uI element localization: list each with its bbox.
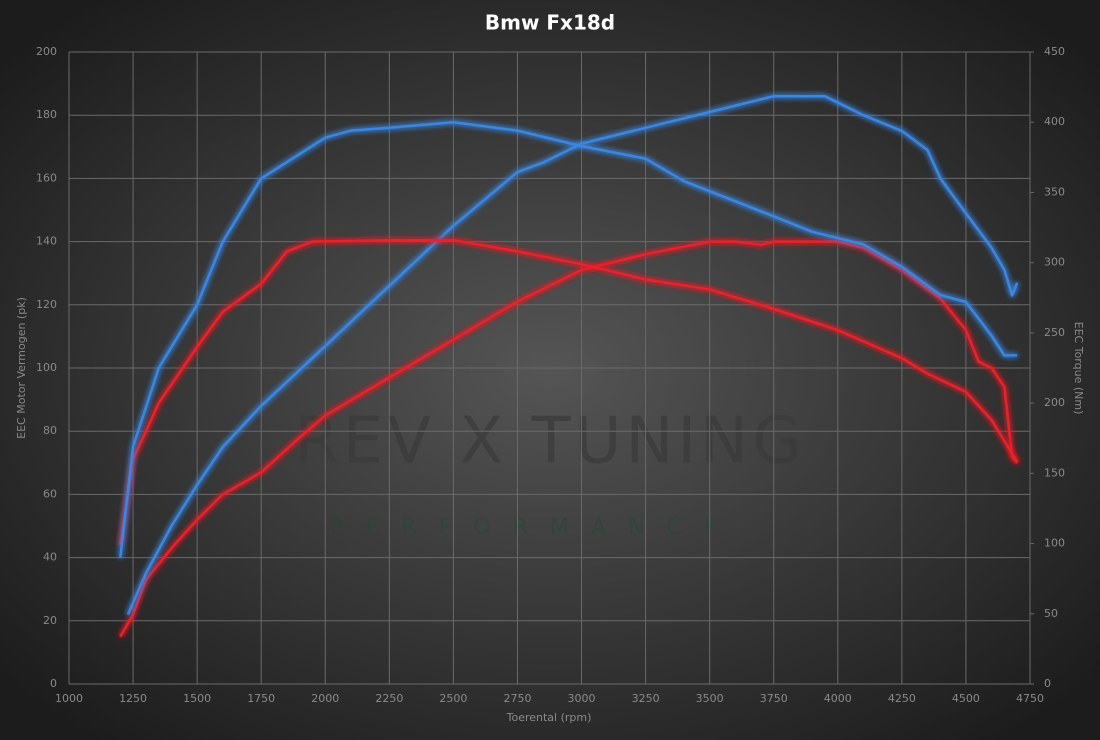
x-tick-label: 1250 <box>119 692 147 705</box>
series-line <box>119 240 1019 638</box>
y2-tick-label: 200 <box>1044 396 1065 409</box>
x-tick-label: 2750 <box>503 692 531 705</box>
x-tick-label: 3750 <box>760 692 788 705</box>
watermark-sub: PERFORMANCE <box>330 515 739 540</box>
x-tick-label: 4750 <box>1016 692 1044 705</box>
x-tick-label: 2500 <box>439 692 467 705</box>
x-tick-label: 1750 <box>247 692 275 705</box>
x-tick-label: 3000 <box>568 692 596 705</box>
y-tick-label: 80 <box>43 424 57 437</box>
y2-tick-label: 300 <box>1044 256 1065 269</box>
watermark: REV X TUNING <box>294 405 805 479</box>
y-tick-label: 120 <box>36 298 57 311</box>
y2-tick-label: 250 <box>1044 326 1065 339</box>
x-tick-label: 4000 <box>824 692 852 705</box>
series-line <box>126 94 1019 616</box>
x-tick-label: 2000 <box>311 692 339 705</box>
y-tick-label: 0 <box>50 677 57 690</box>
x-tick-label: 1000 <box>55 692 83 705</box>
x-tick-label: 4250 <box>888 692 916 705</box>
y-tick-label: 140 <box>36 235 57 248</box>
y-tick-label: 180 <box>36 108 57 121</box>
y2-tick-label: 400 <box>1044 115 1065 128</box>
y2-tick-label: 350 <box>1044 185 1065 198</box>
x-tick-label: 3250 <box>632 692 660 705</box>
y-tick-label: 60 <box>43 487 57 500</box>
chart-title: Bmw Fx18d <box>485 11 615 35</box>
series-line <box>119 238 1019 546</box>
y2-tick-label: 150 <box>1044 466 1065 479</box>
x-tick-label: 2250 <box>375 692 403 705</box>
series-line <box>119 120 1018 558</box>
y2-tick-label: 50 <box>1044 607 1058 620</box>
y-tick-label: 200 <box>36 45 57 58</box>
y-axis-label: EEC Motor Vermogen (pk) <box>15 297 28 439</box>
x-tick-label: 1500 <box>183 692 211 705</box>
y2-tick-label: 100 <box>1044 537 1065 550</box>
x-axis-label: Toerental (rpm) <box>506 711 592 724</box>
y2-axis-label: EEC Torque (Nm) <box>1072 322 1085 415</box>
y2-tick-label: 450 <box>1044 45 1065 58</box>
x-tick-label: 4500 <box>952 692 980 705</box>
y-tick-label: 100 <box>36 361 57 374</box>
x-tick-label: 3500 <box>696 692 724 705</box>
y-tick-label: 40 <box>43 551 57 564</box>
y-tick-label: 160 <box>36 171 57 184</box>
y2-tick-label: 0 <box>1044 677 1051 690</box>
y-tick-label: 20 <box>43 614 57 627</box>
